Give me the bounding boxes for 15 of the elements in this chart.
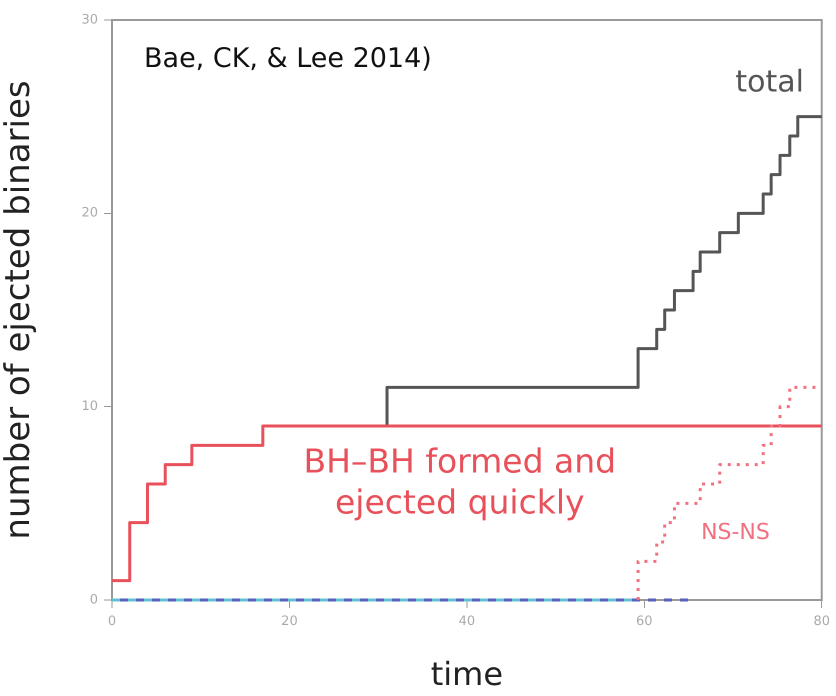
x-axis-title: time — [430, 655, 504, 694]
y-tick-label: 0 — [90, 592, 98, 608]
x-tick-label: 60 — [636, 614, 653, 630]
x-tick-label: 40 — [458, 614, 476, 630]
series-label: BH–BH formed and ejected quickly — [303, 441, 616, 522]
x-tick-label: 20 — [281, 614, 298, 630]
annotation: Bae, CK, & Lee 2014) — [144, 43, 432, 74]
y-tick-label: 30 — [81, 12, 98, 28]
y-tick-label: 10 — [81, 399, 98, 414]
x-tick-label: 0 — [108, 614, 116, 630]
series-label: total — [735, 64, 804, 100]
y-axis-title: number of ejected binaries — [0, 80, 38, 540]
x-tick-label: 80 — [813, 614, 830, 630]
series-label: NS-NS — [701, 520, 770, 546]
y-tick-label: 20 — [81, 206, 98, 221]
